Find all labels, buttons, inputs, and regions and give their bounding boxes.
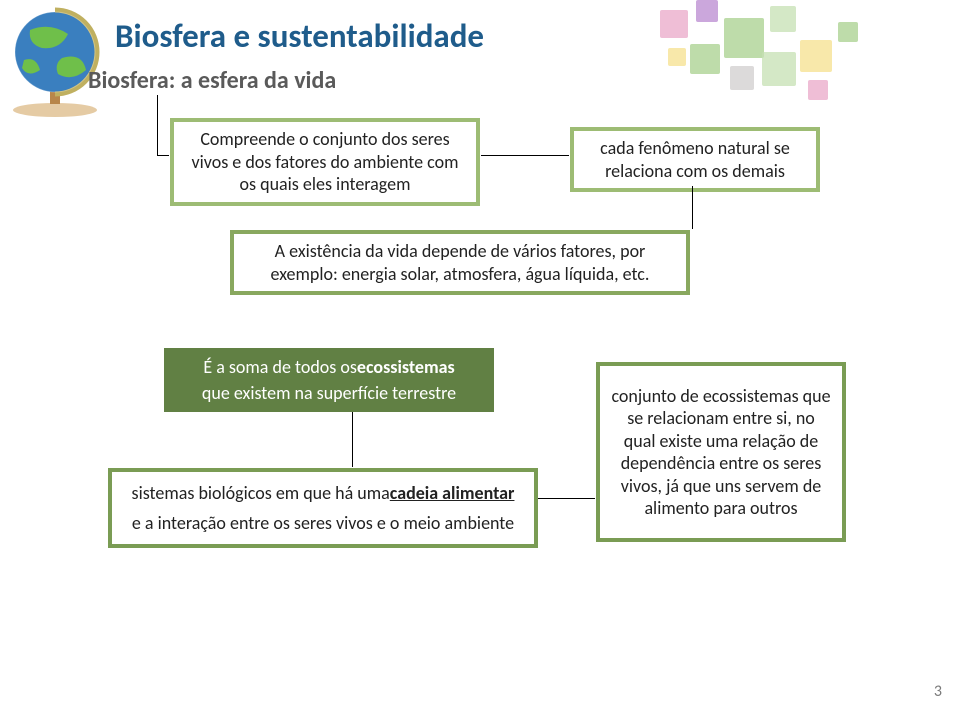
page-subtitle: Biosfera: a esfera da vida	[88, 66, 336, 95]
box-text-post: e a interação entre os seres vivos e o m…	[132, 512, 514, 535]
box-conjunto-ecossistemas: conjunto de ecossistemas que se relacion…	[596, 362, 846, 542]
box-sistemas-biologicos: sistemas biológicos em que há uma cadeia…	[108, 468, 538, 548]
decor-square	[808, 80, 828, 100]
connector-line	[481, 155, 569, 156]
box-text: cada fenômeno natural se relaciona com o…	[584, 137, 806, 182]
decor-square	[762, 52, 796, 86]
decor-square	[730, 66, 754, 90]
box-text-pre: É a soma de todos os	[203, 356, 357, 379]
decor-square	[724, 18, 764, 58]
page-number: 3	[934, 682, 942, 701]
box-text-pre: sistemas biológicos em que há uma	[132, 482, 390, 505]
decor-square	[696, 0, 718, 22]
box-text-post: que existem na superfície terrestre	[202, 382, 456, 405]
connector-line	[352, 412, 353, 467]
page-title: Biosfera e sustentabilidade	[115, 16, 484, 56]
connector-line	[692, 186, 693, 229]
box-existencia: A existência da vida depende de vários f…	[230, 230, 690, 295]
box-fenomeno: cada fenômeno natural se relaciona com o…	[570, 127, 820, 192]
decor-square	[690, 44, 720, 74]
box-text: conjunto de ecossistemas que se relacion…	[610, 385, 832, 520]
decor-square	[838, 22, 858, 42]
connector-line	[157, 155, 169, 156]
box-text: Compreende o conjunto dos seres vivos e …	[184, 128, 466, 196]
decor-square	[660, 10, 688, 38]
decor-square	[800, 40, 832, 72]
connector-line	[157, 95, 158, 156]
box-compreende: Compreende o conjunto dos seres vivos e …	[170, 118, 480, 206]
decor-square	[668, 48, 686, 66]
globe-icon	[0, 0, 110, 120]
box-text-underline: cadeia alimentar	[390, 482, 515, 505]
box-text-bold: ecossistemas	[357, 356, 455, 379]
box-text: A existência da vida depende de vários f…	[244, 240, 676, 285]
connector-line	[538, 498, 595, 499]
decor-squares	[660, 0, 880, 140]
decor-square	[770, 6, 796, 32]
box-ecossistemas: É a soma de todos os ecossistemas que ex…	[164, 348, 494, 412]
